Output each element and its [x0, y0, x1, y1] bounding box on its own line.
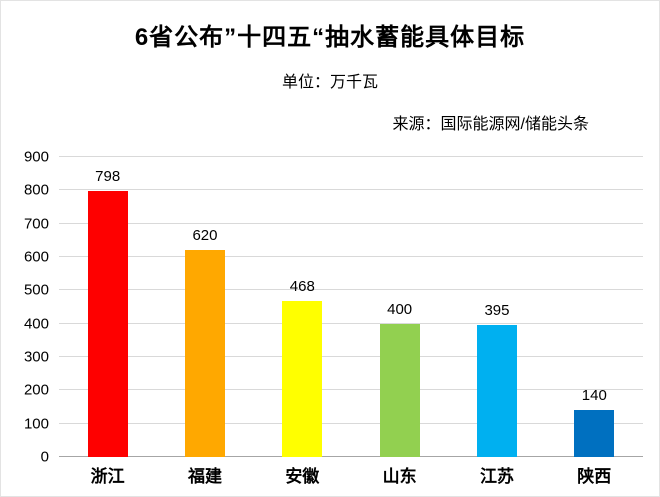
bar-slot: 468 安徽 [254, 157, 351, 486]
y-axis-tick-label: 0 [40, 448, 49, 466]
bar-value-label: 798 [95, 168, 121, 185]
bar-slot: 620 福建 [156, 157, 253, 486]
y-axis-tick-label: 400 [23, 315, 49, 333]
plot-area: 0 100 200 300 400 500 600 700 800 900 798 浙江 620 福建 4… [24, 149, 643, 486]
chart-bar [476, 325, 517, 457]
bar-value-label: 140 [581, 387, 607, 405]
gridline [59, 389, 643, 391]
gridline [59, 256, 643, 257]
unit-label: 单位：万千瓦 [281, 74, 378, 91]
y-axis-tick-label: 700 [23, 215, 49, 233]
y-axis-tick-label: 100 [23, 415, 49, 433]
gridline [59, 289, 643, 291]
y-axis-tick-label: 900 [23, 148, 49, 166]
chart-title: 6省公布”十四五“抽水蓄能具体目标 [134, 24, 526, 51]
x-axis-label: 江苏 [479, 467, 514, 486]
gridline [59, 189, 643, 191]
x-axis-label: 福建 [187, 467, 222, 486]
source-label: 来源：国际能源网/储能头条 [392, 116, 589, 133]
chart-bar [87, 191, 128, 457]
bar-value-label: 395 [484, 302, 510, 320]
y-axis-tick-label: 200 [23, 381, 49, 399]
bar-value-label: 620 [192, 227, 218, 245]
x-axis-label: 浙江 [90, 467, 125, 486]
bar-slot: 140 陕西 [546, 157, 643, 486]
x-axis-line [59, 456, 643, 457]
gridline [59, 422, 643, 424]
gridline [59, 356, 643, 357]
gridline [59, 156, 643, 157]
gridline [59, 222, 643, 224]
y-axis-tick-label: 500 [23, 281, 49, 299]
bar-series: 798 浙江 620 福建 468 安徽 400 山东 395 江苏 140 陕西 [59, 157, 643, 486]
y-axis-tick-label: 600 [23, 248, 49, 266]
x-axis-label: 陕西 [577, 467, 612, 486]
chart-bar [574, 410, 615, 457]
bar-slot: 400 山东 [351, 157, 448, 486]
y-axis-tick-label: 300 [23, 348, 49, 366]
y-axis-tick-label: 800 [23, 181, 49, 199]
bar-value-label: 468 [289, 278, 315, 295]
gridline [59, 322, 643, 324]
x-axis-label: 山东 [382, 467, 417, 486]
chart-bar [184, 250, 225, 457]
x-axis-label: 安徽 [285, 467, 320, 486]
bar-slot: 395 江苏 [448, 157, 545, 486]
bar-value-label: 400 [387, 300, 413, 318]
chart-bar [282, 301, 323, 457]
bar-slot: 798 浙江 [59, 157, 156, 486]
chart-bar [379, 323, 420, 457]
